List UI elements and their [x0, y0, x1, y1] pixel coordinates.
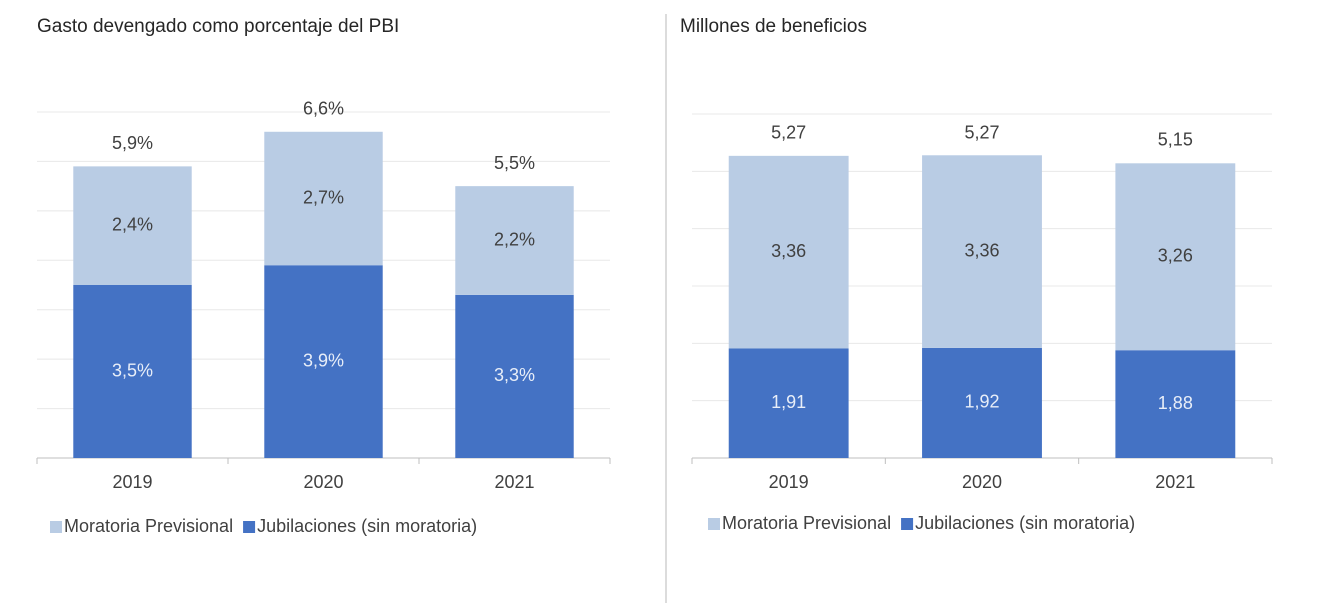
legend-swatch: [708, 518, 720, 530]
bar-segment: [73, 285, 192, 458]
legend-label: Moratoria Previsional: [722, 513, 891, 533]
x-tick-label: 2021: [494, 472, 534, 492]
bar-segment: [264, 131, 383, 266]
bar-segment: [455, 294, 574, 458]
bar-segment: [922, 155, 1042, 348]
bar-segment: [728, 155, 849, 349]
value-label: 2,4%: [112, 214, 153, 234]
bar-segment: [264, 265, 383, 458]
x-tick-label: 2020: [962, 472, 1002, 492]
bar-segment: [728, 348, 849, 458]
value-label: 1,91: [771, 392, 806, 412]
total-label: 5,9%: [112, 133, 153, 153]
total-label: 6,6%: [303, 99, 344, 119]
legend-swatch: [901, 518, 914, 530]
total-label: 5,27: [964, 123, 999, 143]
x-tick-label: 2019: [769, 472, 809, 492]
bar-segment: [1115, 163, 1236, 351]
chart-title: Millones de beneficios: [680, 16, 867, 37]
legend-label: Moratoria Previsional: [64, 516, 233, 536]
value-label: 1,88: [1158, 393, 1193, 413]
value-label: 3,36: [964, 240, 999, 260]
bar-segment: [73, 166, 192, 285]
x-tick-label: 2021: [1155, 472, 1195, 492]
legend-swatch: [243, 521, 256, 533]
value-label: 3,5%: [112, 360, 153, 380]
value-label: 2,7%: [303, 187, 344, 207]
value-label: 1,92: [964, 392, 999, 412]
bar-segment: [922, 347, 1042, 458]
legend-label: Jubilaciones (sin moratoria): [257, 516, 477, 536]
value-label: 3,36: [771, 241, 806, 261]
chart-title: Gasto devengado como porcentaje del PBI: [37, 16, 399, 37]
bar-segment: [455, 186, 574, 295]
value-label: 3,3%: [494, 365, 535, 385]
legend-swatch: [50, 521, 62, 533]
total-label: 5,15: [1158, 129, 1193, 149]
legend-label: Jubilaciones (sin moratoria): [915, 513, 1135, 533]
bar-segment: [1115, 350, 1236, 458]
value-label: 3,9%: [303, 350, 344, 370]
value-label: 3,26: [1158, 246, 1193, 266]
x-tick-label: 2020: [303, 472, 343, 492]
value-label: 2,2%: [494, 229, 535, 249]
total-label: 5,27: [771, 123, 806, 143]
x-tick-label: 2019: [112, 472, 152, 492]
total-label: 5,5%: [494, 153, 535, 173]
